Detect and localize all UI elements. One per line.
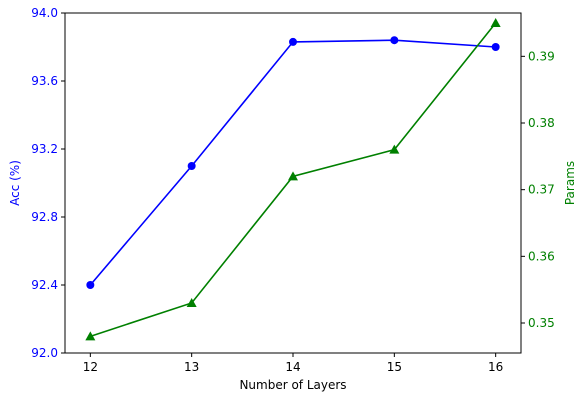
x-tick-label: 14	[285, 360, 300, 374]
x-tick-label: 12	[83, 360, 98, 374]
left-y-axis-label: Acc (%)	[8, 160, 22, 206]
series-layer	[85, 18, 501, 341]
right-y-tick-label: 0.35	[528, 316, 555, 330]
left-y-tick-label: 94.0	[31, 6, 58, 20]
left-y-tick-label: 92.8	[31, 210, 58, 224]
data-point-triangle	[490, 18, 501, 27]
left-y-tick-label: 93.6	[31, 74, 58, 88]
x-axis: 12 13 14 15 16	[83, 353, 503, 374]
right-y-axis-label: Params	[563, 161, 576, 205]
x-tick-label: 15	[387, 360, 402, 374]
right-y-tick-label: 0.37	[528, 183, 555, 197]
left-y-axis: 92.0 92.4 92.8 93.2 93.6 94.0	[31, 6, 65, 360]
series-line-1	[89, 39, 496, 286]
data-point-triangle	[85, 331, 96, 341]
data-point-circle	[289, 37, 297, 46]
data-point-circle	[390, 36, 399, 45]
data-point-circle	[187, 162, 196, 170]
right-y-axis: 0.35 0.36 0.37 0.38 0.39	[521, 49, 555, 330]
x-tick-label: 13	[184, 360, 199, 374]
data-point-triangle	[186, 298, 197, 307]
x-axis-label: Number of Layers	[239, 378, 346, 392]
left-y-tick-label: 92.4	[31, 278, 58, 292]
left-y-tick-label: 92.0	[31, 346, 58, 360]
data-point-triangle	[288, 171, 298, 181]
right-y-tick-label: 0.38	[528, 116, 555, 130]
data-point-triangle	[389, 144, 400, 154]
right-y-tick-label: 0.39	[528, 49, 555, 63]
data-point-circle	[86, 281, 95, 289]
x-tick-label: 16	[488, 360, 503, 374]
left-y-tick-label: 93.2	[31, 142, 58, 156]
right-y-tick-label: 0.36	[528, 249, 555, 263]
data-point-circle	[491, 43, 500, 51]
plot-frame	[64, 12, 522, 354]
